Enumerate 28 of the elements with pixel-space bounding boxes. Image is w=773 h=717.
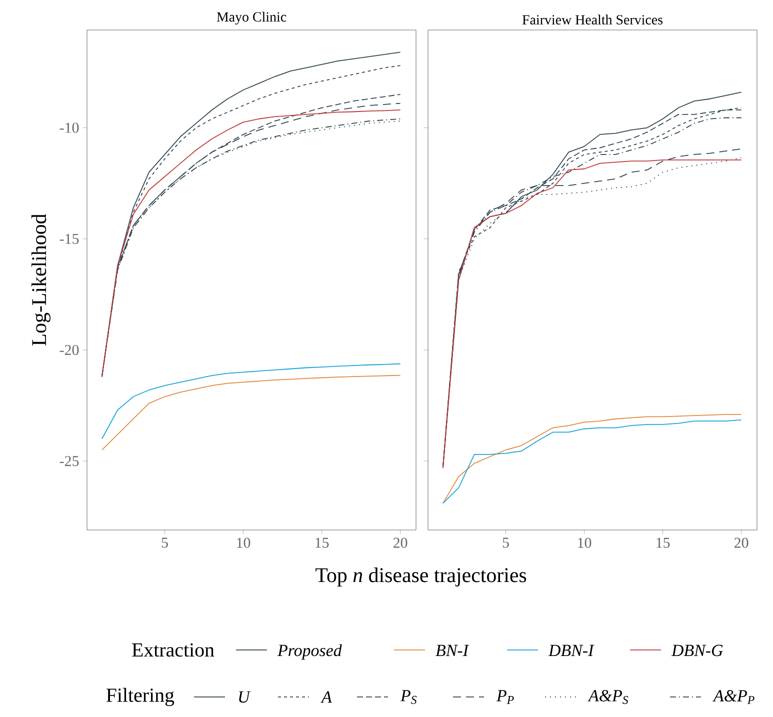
legend-label: DBN-I bbox=[548, 644, 594, 656]
text: P$_{P}$ bbox=[496, 690, 514, 704]
y-tick-label: -10 bbox=[60, 122, 79, 133]
text: A&P$_{S}$ bbox=[588, 690, 628, 704]
x-axis-title: Top n disease trajectories bbox=[316, 568, 526, 586]
y-tick-label: -20 bbox=[60, 344, 79, 356]
legend-label: Proposed bbox=[277, 644, 342, 660]
legend-title: Extraction bbox=[132, 643, 214, 657]
x-tick-label: 5 bbox=[502, 538, 509, 548]
y-tick-label: -15 bbox=[60, 234, 79, 244]
text: Filtering bbox=[106, 688, 174, 706]
x-tick-label: 10 bbox=[237, 538, 250, 548]
legend-label: BN-I bbox=[436, 644, 470, 656]
y-tick-label: -25 bbox=[60, 456, 79, 466]
x-tick-label: 10 bbox=[578, 538, 592, 548]
text: A bbox=[320, 691, 332, 703]
x-tick-label: 15 bbox=[316, 538, 329, 548]
x-tick-label: 20 bbox=[393, 538, 408, 548]
text: P$_{S}$ bbox=[400, 690, 417, 704]
x-tick-label: 20 bbox=[734, 538, 748, 548]
text: A&P$_{P}$ bbox=[712, 690, 754, 704]
chart-title: Mayo Clinic bbox=[216, 12, 286, 24]
x-tick-label: 15 bbox=[656, 538, 670, 548]
text: U bbox=[239, 691, 251, 703]
legend-label: DBN-G bbox=[671, 644, 723, 656]
y-axis-title: Log-Likelihood bbox=[31, 214, 50, 346]
chart-title: Fairview Health Services bbox=[522, 14, 663, 24]
x-tick-label: 5 bbox=[162, 538, 168, 548]
